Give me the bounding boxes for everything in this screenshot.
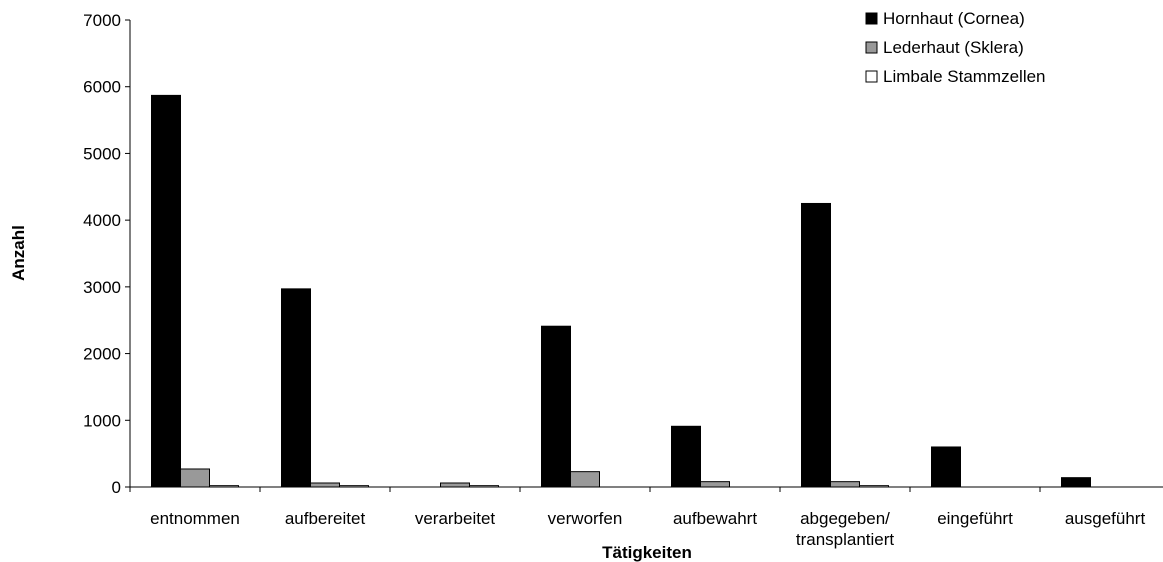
- legend-label-1: Hornhaut (Cornea): [883, 9, 1025, 28]
- x-tick-label: entnommen: [150, 509, 240, 528]
- legend-label-3: Limbale Stammzellen: [883, 67, 1046, 86]
- x-tick-label: verworfen: [548, 509, 623, 528]
- bar-2-1: [180, 468, 210, 488]
- legend: Hornhaut (Cornea) Lederhaut (Sklera) Limba…: [865, 9, 1046, 86]
- x-tick-label: abgegeben/: [800, 509, 890, 528]
- y-tick-label: 6000: [83, 78, 121, 97]
- y-tick-label: 2000: [83, 345, 121, 364]
- y-axis-title: Anzahl: [9, 225, 28, 281]
- x-tick-label: verarbeitet: [415, 509, 496, 528]
- bar-1-1: [151, 94, 181, 488]
- x-tick-label: aufbewahrt: [673, 509, 757, 528]
- bar-2-6: [830, 481, 860, 488]
- y-axis: 0 1000 2000 3000 4000 5000 6000 7000: [83, 11, 131, 497]
- bar-1-2: [281, 288, 311, 488]
- bar-2-2: [310, 482, 340, 488]
- legend-label-2: Lederhaut (Sklera): [883, 38, 1024, 57]
- y-tick-label: 3000: [83, 278, 121, 297]
- x-axis: entnommen aufbereitet verarbeitet verworfen…: [129, 486, 1163, 549]
- legend-swatch-3: [865, 70, 878, 83]
- bar-2-3: [440, 482, 470, 488]
- plot-area: [151, 94, 1091, 488]
- y-tick-label: 0: [112, 478, 121, 497]
- x-tick-label: ausgeführt: [1065, 509, 1146, 528]
- x-tick-label: transplantiert: [796, 530, 895, 549]
- x-axis-title: Tätigkeiten: [602, 543, 692, 562]
- legend-swatch-2: [865, 41, 878, 54]
- x-tick-label: aufbereitet: [285, 509, 366, 528]
- y-tick-label: 5000: [83, 144, 121, 163]
- y-tick-label: 4000: [83, 211, 121, 230]
- bar-2-5: [700, 481, 730, 488]
- y-tick-label: 7000: [83, 11, 121, 30]
- x-tick-label: eingeführt: [937, 509, 1013, 528]
- y-tick-label: 1000: [83, 411, 121, 430]
- legend-swatch-1: [865, 12, 878, 25]
- bar-1-6: [801, 202, 831, 488]
- bar-1-7: [931, 446, 961, 488]
- bar-1-4: [541, 325, 571, 488]
- bar-2-4: [570, 471, 600, 488]
- bar-1-8: [1061, 477, 1091, 488]
- bar-1-5: [671, 425, 701, 488]
